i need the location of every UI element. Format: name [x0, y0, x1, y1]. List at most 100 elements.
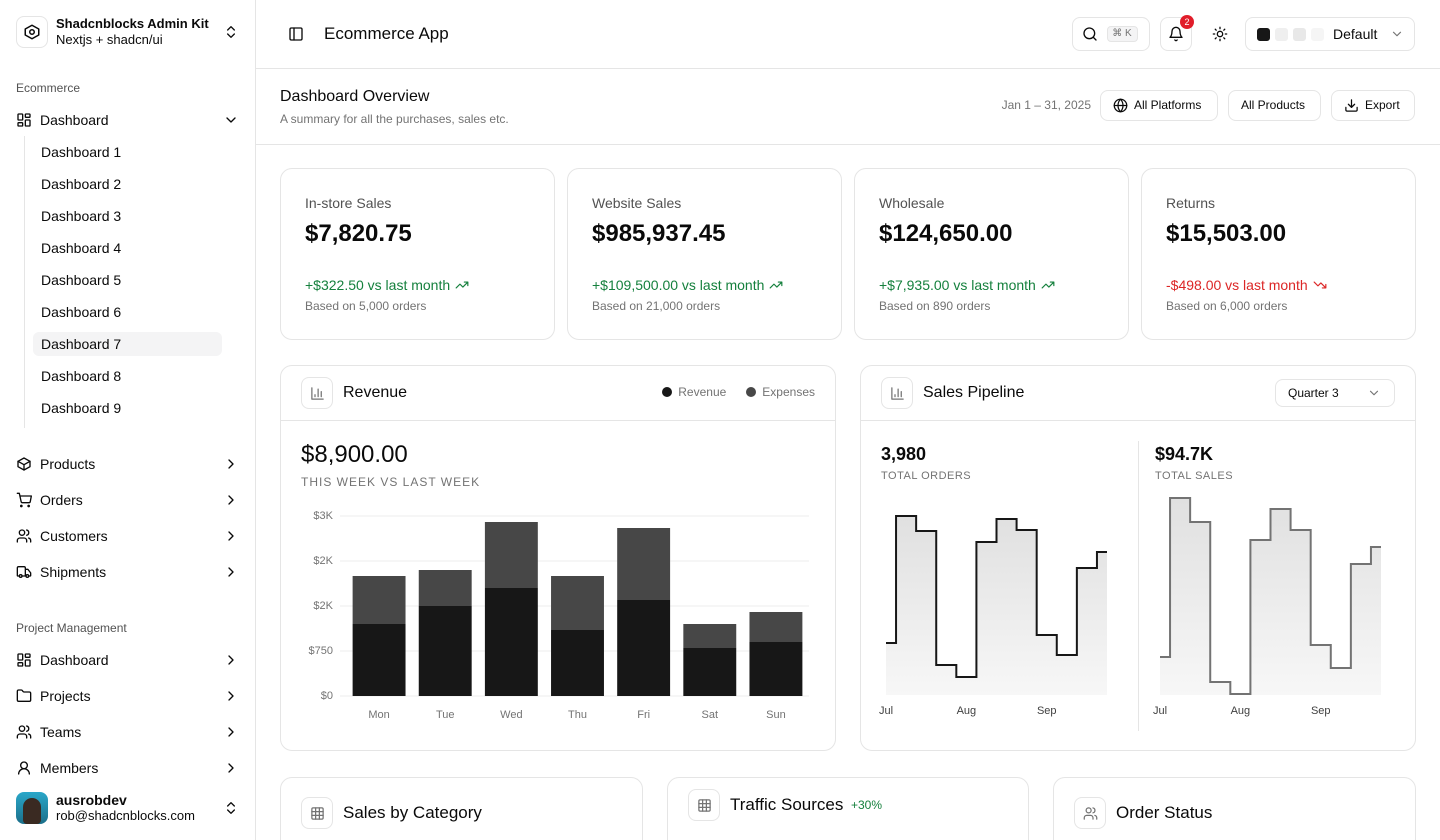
icon-part — [1085, 806, 1092, 813]
search-button[interactable] — [1072, 17, 1150, 51]
filter-button[interactable] — [1100, 90, 1218, 121]
icon-part — [25, 725, 32, 739]
sidebar-toggle — [289, 27, 303, 41]
bottom-card-title: Sales by Category — [343, 803, 482, 822]
revenue-icon — [310, 386, 324, 400]
brand-logo — [16, 16, 48, 48]
icon-part — [310, 386, 324, 400]
kpi-card — [280, 168, 555, 340]
nav-subitem: Dashboard 1 — [41, 144, 122, 160]
shortcut-text: ⌘ K — [1112, 28, 1132, 39]
icon-part — [29, 29, 35, 35]
filter-button-label: All Platforms — [1134, 98, 1202, 112]
nav-item: Shipments — [40, 564, 107, 580]
revenue-total: $8,900.00 — [301, 441, 408, 468]
nav-item-icon — [16, 492, 32, 508]
nav-item-icon — [16, 689, 32, 702]
nav-subitem-hit[interactable] — [33, 332, 222, 356]
legend-swatch — [746, 387, 757, 397]
user-menu — [227, 802, 235, 814]
notification-count: 2 — [1184, 17, 1190, 27]
nav-chevron — [228, 567, 234, 577]
icon-part — [1344, 98, 1358, 112]
icon-part — [289, 27, 303, 41]
icon-part — [1092, 36, 1097, 41]
filter-button-label: All Products — [1241, 98, 1306, 112]
icon-part — [24, 113, 31, 118]
bottom-card-title: Traffic Sources — [730, 795, 844, 814]
kpi-label: In-store Sales — [305, 195, 392, 211]
pipeline-metric-value: $94.7K — [1155, 444, 1214, 464]
icon-part — [890, 386, 904, 400]
nav-subitem: Dashboard 3 — [41, 208, 122, 224]
revenue-card-header — [281, 420, 835, 421]
nav-chevron — [228, 459, 234, 469]
icon-part — [24, 659, 31, 667]
notifications-button[interactable] — [1160, 17, 1192, 51]
icon-part — [24, 24, 40, 40]
icon-part — [226, 117, 236, 123]
bottom-card-icon — [310, 806, 324, 820]
theme-swatch — [1256, 27, 1271, 42]
nav-chevron — [228, 763, 234, 773]
shortcut-key — [1107, 26, 1138, 42]
nav-item-icon — [16, 725, 32, 739]
revenue-title: Revenue — [343, 384, 408, 401]
pipeline-icon-box — [881, 377, 913, 409]
kpi-note: Based on 890 orders — [879, 299, 991, 313]
kpi-value: $7,820.75 — [305, 220, 412, 247]
kpi-change: +$322.50 vs last month — [305, 277, 451, 293]
user-email: rob@shadcnblocks.com — [56, 808, 195, 823]
icon-part — [455, 281, 469, 289]
theme-swatch — [1292, 27, 1307, 42]
legend: Revenue Expenses — [662, 382, 815, 402]
icon-part — [24, 119, 31, 127]
icon-part — [20, 504, 23, 508]
nav-item: Dashboard — [40, 112, 109, 128]
icon-part — [1212, 26, 1228, 42]
search-icon — [1083, 27, 1097, 41]
nav-subitem: Dashboard 2 — [41, 176, 122, 192]
filter-button[interactable] — [1331, 90, 1415, 121]
nav-subitem: Dashboard 6 — [41, 304, 122, 320]
nav-item: Dashboard — [40, 652, 109, 668]
icon-part — [227, 802, 235, 807]
icon-part — [24, 653, 31, 658]
icon-part — [18, 529, 26, 536]
nav-group-label: Ecommerce — [16, 81, 81, 95]
icon-part — [17, 460, 31, 471]
pipeline-card-header — [861, 420, 1415, 421]
icon-part — [227, 26, 235, 31]
theme-swatch — [1274, 27, 1289, 42]
bottom-card — [1053, 777, 1416, 840]
notification-badge — [1180, 15, 1194, 29]
brand-switch — [227, 26, 235, 38]
bell-icon — [1169, 26, 1183, 42]
date-range: Jan 1 – 31, 2025 — [1001, 98, 1091, 112]
nav-subitem: Dashboard 8 — [41, 368, 122, 384]
icon-part — [25, 574, 30, 578]
nav-chevron — [228, 727, 234, 737]
kpi-value: $124,650.00 — [879, 220, 1013, 247]
theme-select[interactable] — [1245, 17, 1415, 51]
revenue-card — [280, 365, 836, 751]
brand-title: Shadcnblocks Admin Kit — [56, 16, 209, 31]
icon-part — [17, 662, 24, 667]
icon-part — [18, 574, 23, 578]
icon-part — [310, 806, 324, 820]
icon-part — [697, 798, 711, 812]
nav-chevron — [228, 655, 234, 665]
filter-button[interactable] — [1228, 90, 1321, 121]
icon-part — [27, 504, 30, 508]
bottom-card-title: Order Status — [1116, 803, 1213, 822]
bottom-card-icon — [1083, 806, 1097, 820]
icon-part — [1041, 281, 1055, 289]
icon-part — [1083, 27, 1096, 40]
bottom-card-icon-box — [301, 797, 333, 829]
nav-item: Projects — [40, 688, 91, 704]
kpi-card — [1141, 168, 1416, 340]
nav-chevron — [228, 495, 234, 505]
period-select[interactable] — [1275, 379, 1395, 407]
nav-item: Orders — [40, 492, 83, 508]
